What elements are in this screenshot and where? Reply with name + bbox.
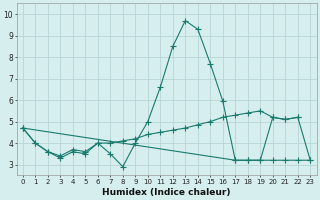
X-axis label: Humidex (Indice chaleur): Humidex (Indice chaleur) (102, 188, 231, 197)
